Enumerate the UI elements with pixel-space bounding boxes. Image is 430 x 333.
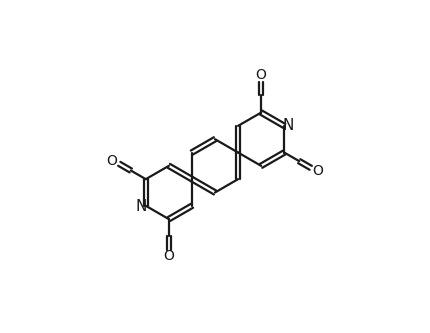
Text: O: O	[163, 249, 174, 263]
Text: N: N	[136, 199, 147, 214]
Text: N: N	[283, 118, 294, 133]
Text: O: O	[107, 154, 117, 167]
Text: O: O	[256, 68, 267, 82]
Text: O: O	[313, 164, 323, 178]
